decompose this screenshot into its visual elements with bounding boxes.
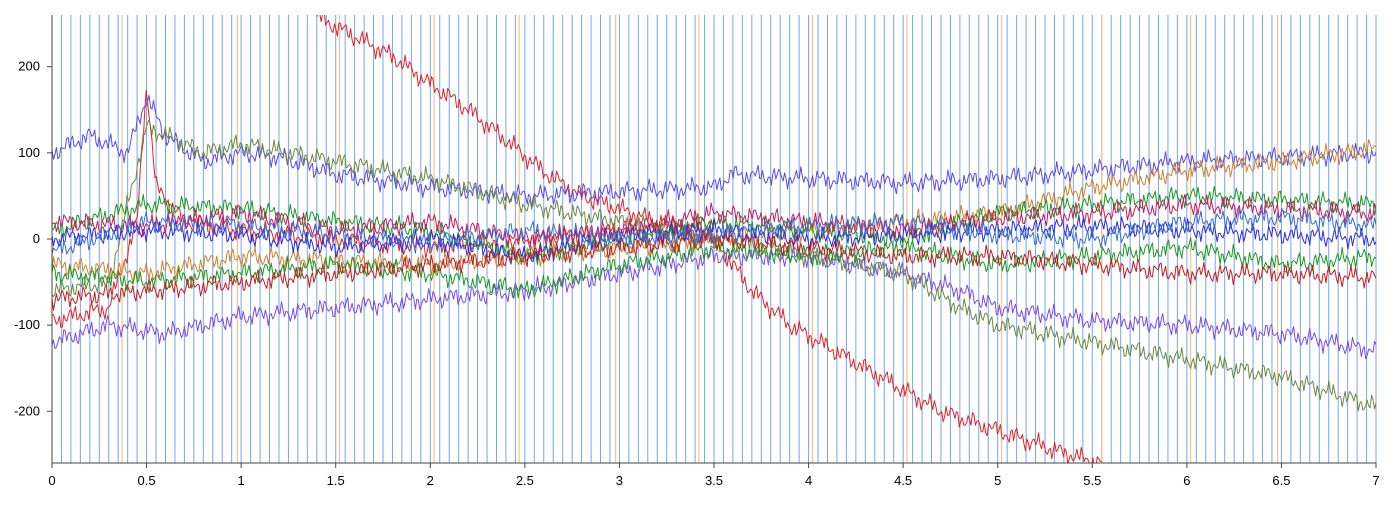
x-tick-label: 0 bbox=[48, 473, 55, 488]
series-line bbox=[52, 185, 1376, 266]
x-tick-label: 2 bbox=[427, 473, 434, 488]
x-tick-label: 0.5 bbox=[138, 473, 156, 488]
y-tick-label: -100 bbox=[14, 317, 40, 332]
series-line bbox=[52, 245, 1376, 360]
series-line bbox=[52, 194, 1376, 249]
x-tick-label: 3 bbox=[616, 473, 623, 488]
x-tick-label: 1 bbox=[238, 473, 245, 488]
series-line bbox=[713, 233, 1102, 463]
x-tick-label: 4.5 bbox=[894, 473, 912, 488]
series-line bbox=[52, 207, 1376, 255]
x-tick-label: 4 bbox=[805, 473, 812, 488]
x-tick-label: 7 bbox=[1372, 473, 1379, 488]
x-tick-label: 6.5 bbox=[1272, 473, 1290, 488]
series-line bbox=[52, 237, 1376, 299]
y-tick-label: 200 bbox=[18, 59, 40, 74]
x-tick-label: 5 bbox=[994, 473, 1001, 488]
y-axis-ticks: 200 100 0 -100 -200 bbox=[14, 59, 52, 418]
x-tick-label: 6 bbox=[1183, 473, 1190, 488]
y-tick-label: -200 bbox=[14, 403, 40, 418]
series-line bbox=[52, 94, 1376, 208]
y-tick-label: 0 bbox=[33, 231, 40, 246]
y-tick-label: 100 bbox=[18, 145, 40, 160]
x-tick-label: 5.5 bbox=[1083, 473, 1101, 488]
x-tick-label: 2.5 bbox=[516, 473, 534, 488]
x-tick-label: 1.5 bbox=[327, 473, 345, 488]
x-tick-label: 3.5 bbox=[705, 473, 723, 488]
series-layer bbox=[52, 15, 1376, 463]
series-line bbox=[52, 89, 715, 328]
x-axis-ticks: 0 0.5 1 1.5 2 2.5 3 3.5 4 4.5 5 5.5 6 6.5 7 bbox=[48, 463, 1380, 488]
series-line bbox=[52, 229, 1376, 311]
